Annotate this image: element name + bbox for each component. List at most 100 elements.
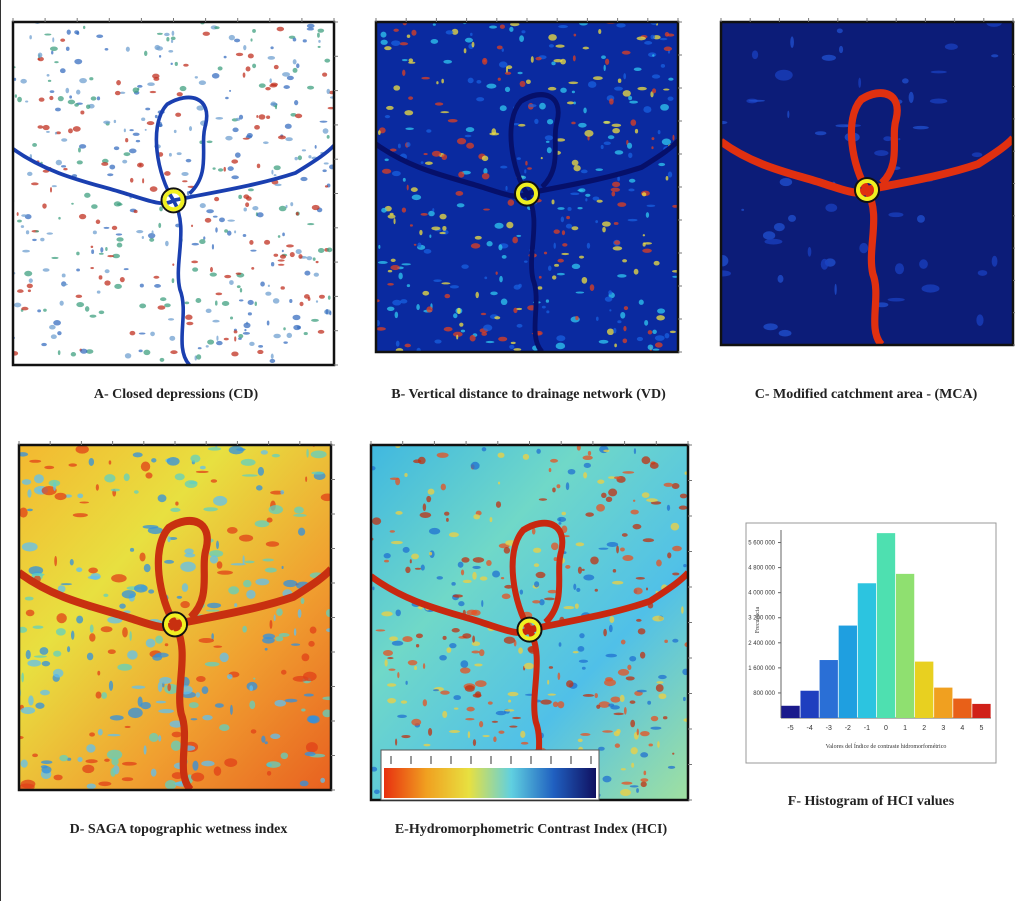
map-texture [245, 561, 255, 564]
map-texture [384, 46, 391, 50]
map-texture [60, 301, 64, 306]
figure: 800 0001 600 0002 400 0003 200 0004 000 … [0, 0, 1015, 901]
map-texture [385, 659, 388, 666]
map-texture [681, 606, 684, 614]
map-texture [37, 125, 43, 129]
map-texture [111, 489, 120, 492]
map-texture [200, 203, 206, 208]
map-texture [567, 101, 574, 104]
map-texture [582, 569, 585, 571]
map-texture [140, 702, 151, 709]
map-texture [578, 646, 585, 652]
map-texture [114, 146, 119, 150]
map-texture [149, 733, 158, 742]
map-texture [274, 174, 277, 176]
map-texture [300, 302, 304, 306]
map-texture [446, 518, 449, 522]
map-texture [276, 608, 283, 616]
map-texture [413, 459, 421, 463]
map-texture [255, 578, 269, 585]
map-texture [60, 39, 65, 42]
map-texture [547, 147, 552, 153]
map-texture [110, 768, 115, 777]
map-texture [390, 530, 395, 533]
map-texture [259, 83, 266, 87]
map-texture [552, 275, 556, 279]
map-texture [256, 485, 263, 490]
map-texture [206, 209, 214, 213]
map-texture [595, 589, 598, 592]
map-texture [279, 206, 287, 212]
map-texture [605, 296, 612, 301]
map-texture [323, 128, 329, 134]
map-texture [534, 119, 538, 124]
map-texture [158, 223, 161, 228]
map-texture [474, 663, 482, 666]
map-texture [248, 300, 254, 305]
map-texture [22, 250, 30, 253]
map-texture [125, 353, 131, 358]
map-texture [557, 207, 564, 210]
map-texture [150, 91, 157, 93]
map-texture [186, 159, 192, 162]
map-texture [582, 667, 586, 670]
map-texture [888, 298, 905, 302]
map-texture [622, 259, 627, 262]
map-texture [575, 603, 579, 609]
map-texture [825, 204, 837, 212]
map-texture [262, 559, 274, 562]
map-texture [446, 30, 454, 34]
map-texture [475, 691, 481, 697]
map-texture [646, 212, 649, 218]
map-texture [524, 169, 526, 173]
map-texture [603, 776, 612, 783]
map-texture [170, 350, 177, 354]
map-texture [573, 651, 579, 653]
map-texture [51, 334, 57, 339]
map-texture [158, 735, 161, 741]
map-texture [51, 257, 58, 259]
map-texture [218, 66, 223, 70]
map-texture [318, 46, 321, 48]
map-texture [93, 231, 97, 235]
map-texture [440, 111, 449, 113]
map-texture [88, 576, 100, 580]
map-texture [58, 96, 64, 101]
map-texture [428, 211, 435, 216]
map-texture [165, 241, 169, 247]
map-texture [101, 692, 107, 699]
map-texture [432, 208, 434, 212]
map-texture [403, 178, 406, 182]
map-texture [37, 309, 41, 312]
map-texture [391, 259, 396, 262]
map-texture [442, 711, 447, 718]
map-texture [21, 760, 28, 768]
map-texture [107, 255, 114, 257]
map-texture [476, 80, 481, 84]
map-texture [285, 137, 292, 141]
map-texture [71, 203, 74, 205]
map-texture [214, 26, 219, 29]
map-texture [557, 484, 561, 488]
map-texture [328, 295, 331, 299]
map-texture [572, 160, 579, 166]
map-texture [416, 644, 419, 647]
map-texture [534, 563, 539, 567]
map-texture [550, 459, 558, 463]
map-texture [69, 95, 72, 98]
map-texture [408, 660, 418, 665]
map-texture [76, 567, 82, 572]
map-texture [449, 532, 459, 537]
map-texture [567, 207, 571, 211]
map-texture [136, 140, 140, 142]
map-texture [374, 790, 380, 795]
map-texture [621, 782, 632, 785]
map-texture [504, 637, 515, 644]
map-texture [26, 650, 31, 659]
map-texture [490, 517, 493, 522]
map-texture [46, 131, 50, 133]
map-texture [508, 700, 511, 703]
map-texture [617, 176, 620, 181]
map-texture [679, 506, 688, 510]
map-texture [294, 507, 304, 514]
